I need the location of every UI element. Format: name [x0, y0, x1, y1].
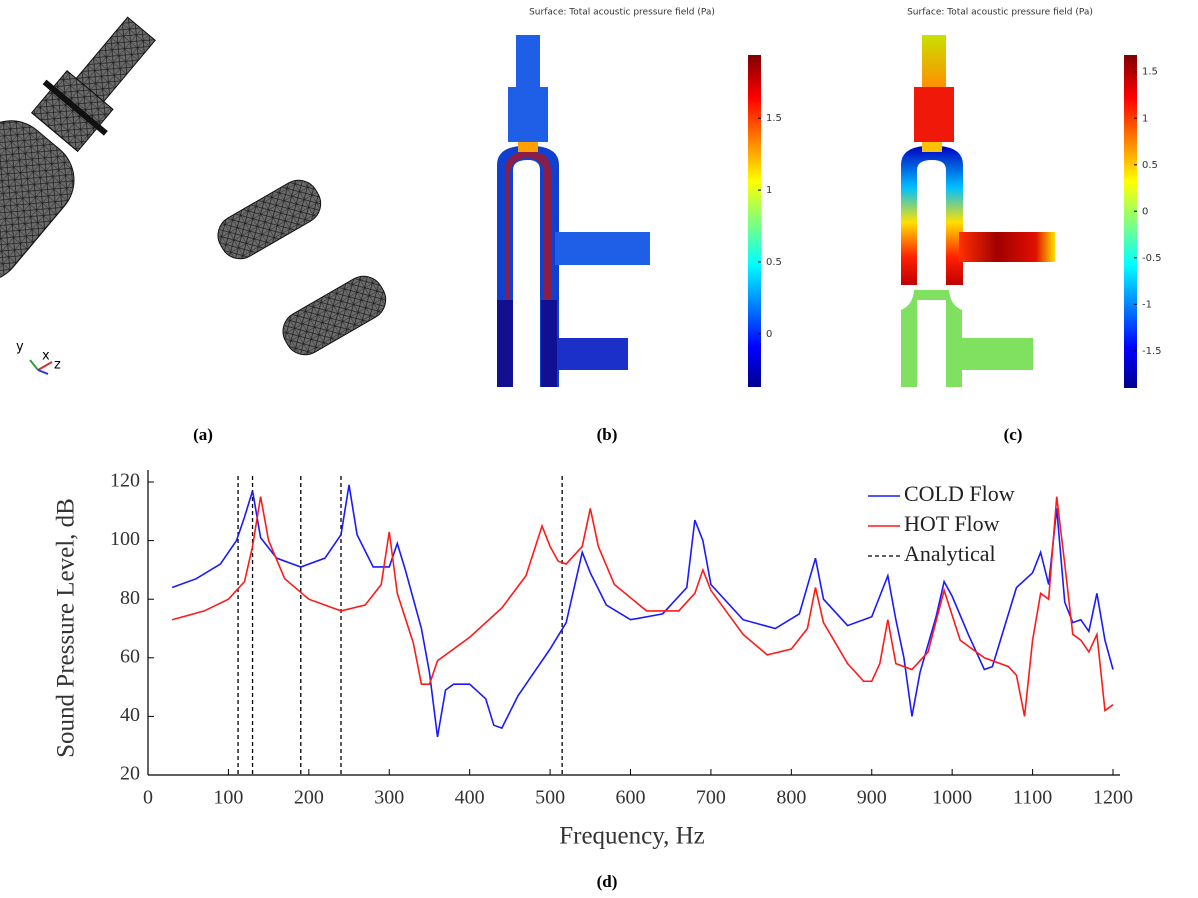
colorbar	[1124, 55, 1137, 388]
page: y x z Surface: Total acoustic pressure f…	[0, 0, 1198, 898]
panel-label: (a)	[193, 425, 213, 444]
y-tick-label: 120	[110, 470, 140, 492]
panel-label: (c)	[1004, 425, 1023, 444]
y-tick-label: 20	[120, 763, 140, 785]
y-tick-label: 80	[120, 587, 140, 609]
colorbar-tick-label: -1	[1142, 299, 1152, 310]
colorbar-tick-label: -1.5	[1142, 346, 1162, 357]
panel-title: Surface: Total acoustic pressure field (…	[907, 8, 1093, 18]
figure: y x z Surface: Total acoustic pressure f…	[0, 0, 1198, 898]
colorbar-tick-label: -0.5	[1142, 253, 1162, 264]
legend-label: Analytical	[904, 541, 996, 566]
colorbar-tick-label: 1.5	[766, 113, 782, 124]
x-tick-label: 600	[616, 787, 646, 809]
x-tick-label: 400	[455, 787, 485, 809]
legend-label: HOT Flow	[904, 511, 1000, 536]
panel-title: Surface: Total acoustic pressure field (…	[529, 8, 715, 18]
x-tick-label: 200	[294, 787, 324, 809]
colorbar-tick-label: 0	[1142, 206, 1148, 217]
legend-label: COLD Flow	[904, 481, 1015, 506]
colorbar-tick-label: 1	[766, 185, 772, 196]
panel-label: (d)	[597, 872, 618, 891]
x-tick-label: 1000	[932, 787, 972, 809]
x-tick-label: 100	[213, 787, 243, 809]
colorbar-tick-label: 1.5	[1142, 67, 1158, 78]
x-tick-label: 300	[374, 787, 404, 809]
y-tick-label: 60	[120, 645, 140, 667]
y-tick-label: 100	[110, 528, 140, 550]
x-tick-label: 1100	[1013, 787, 1052, 809]
colorbar	[748, 55, 761, 387]
x-tick-label: 500	[535, 787, 565, 809]
colorbar-tick-label: 0.5	[1142, 160, 1158, 171]
colorbar-tick-label: 0.5	[766, 257, 782, 268]
pressure-field-c	[901, 35, 1055, 387]
axis-triad-label: y	[16, 340, 24, 355]
x-axis-label: Frequency, Hz	[559, 823, 705, 850]
y-axis-label: Sound Pressure Level, dB	[53, 498, 80, 758]
pressure-field-b	[497, 35, 650, 387]
colorbar-tick-label: 1	[1142, 113, 1148, 124]
y-tick-label: 40	[120, 704, 140, 726]
colorbar-tick-label: 0	[766, 329, 772, 340]
panel-label: (b)	[597, 425, 618, 444]
x-tick-label: 800	[776, 787, 806, 809]
axis-triad-label: x	[42, 349, 50, 364]
x-tick-label: 0	[143, 787, 153, 809]
x-tick-label: 700	[696, 787, 726, 809]
axis-triad-label: z	[54, 358, 61, 373]
x-tick-label: 1200	[1093, 787, 1133, 809]
x-tick-label: 900	[857, 787, 887, 809]
